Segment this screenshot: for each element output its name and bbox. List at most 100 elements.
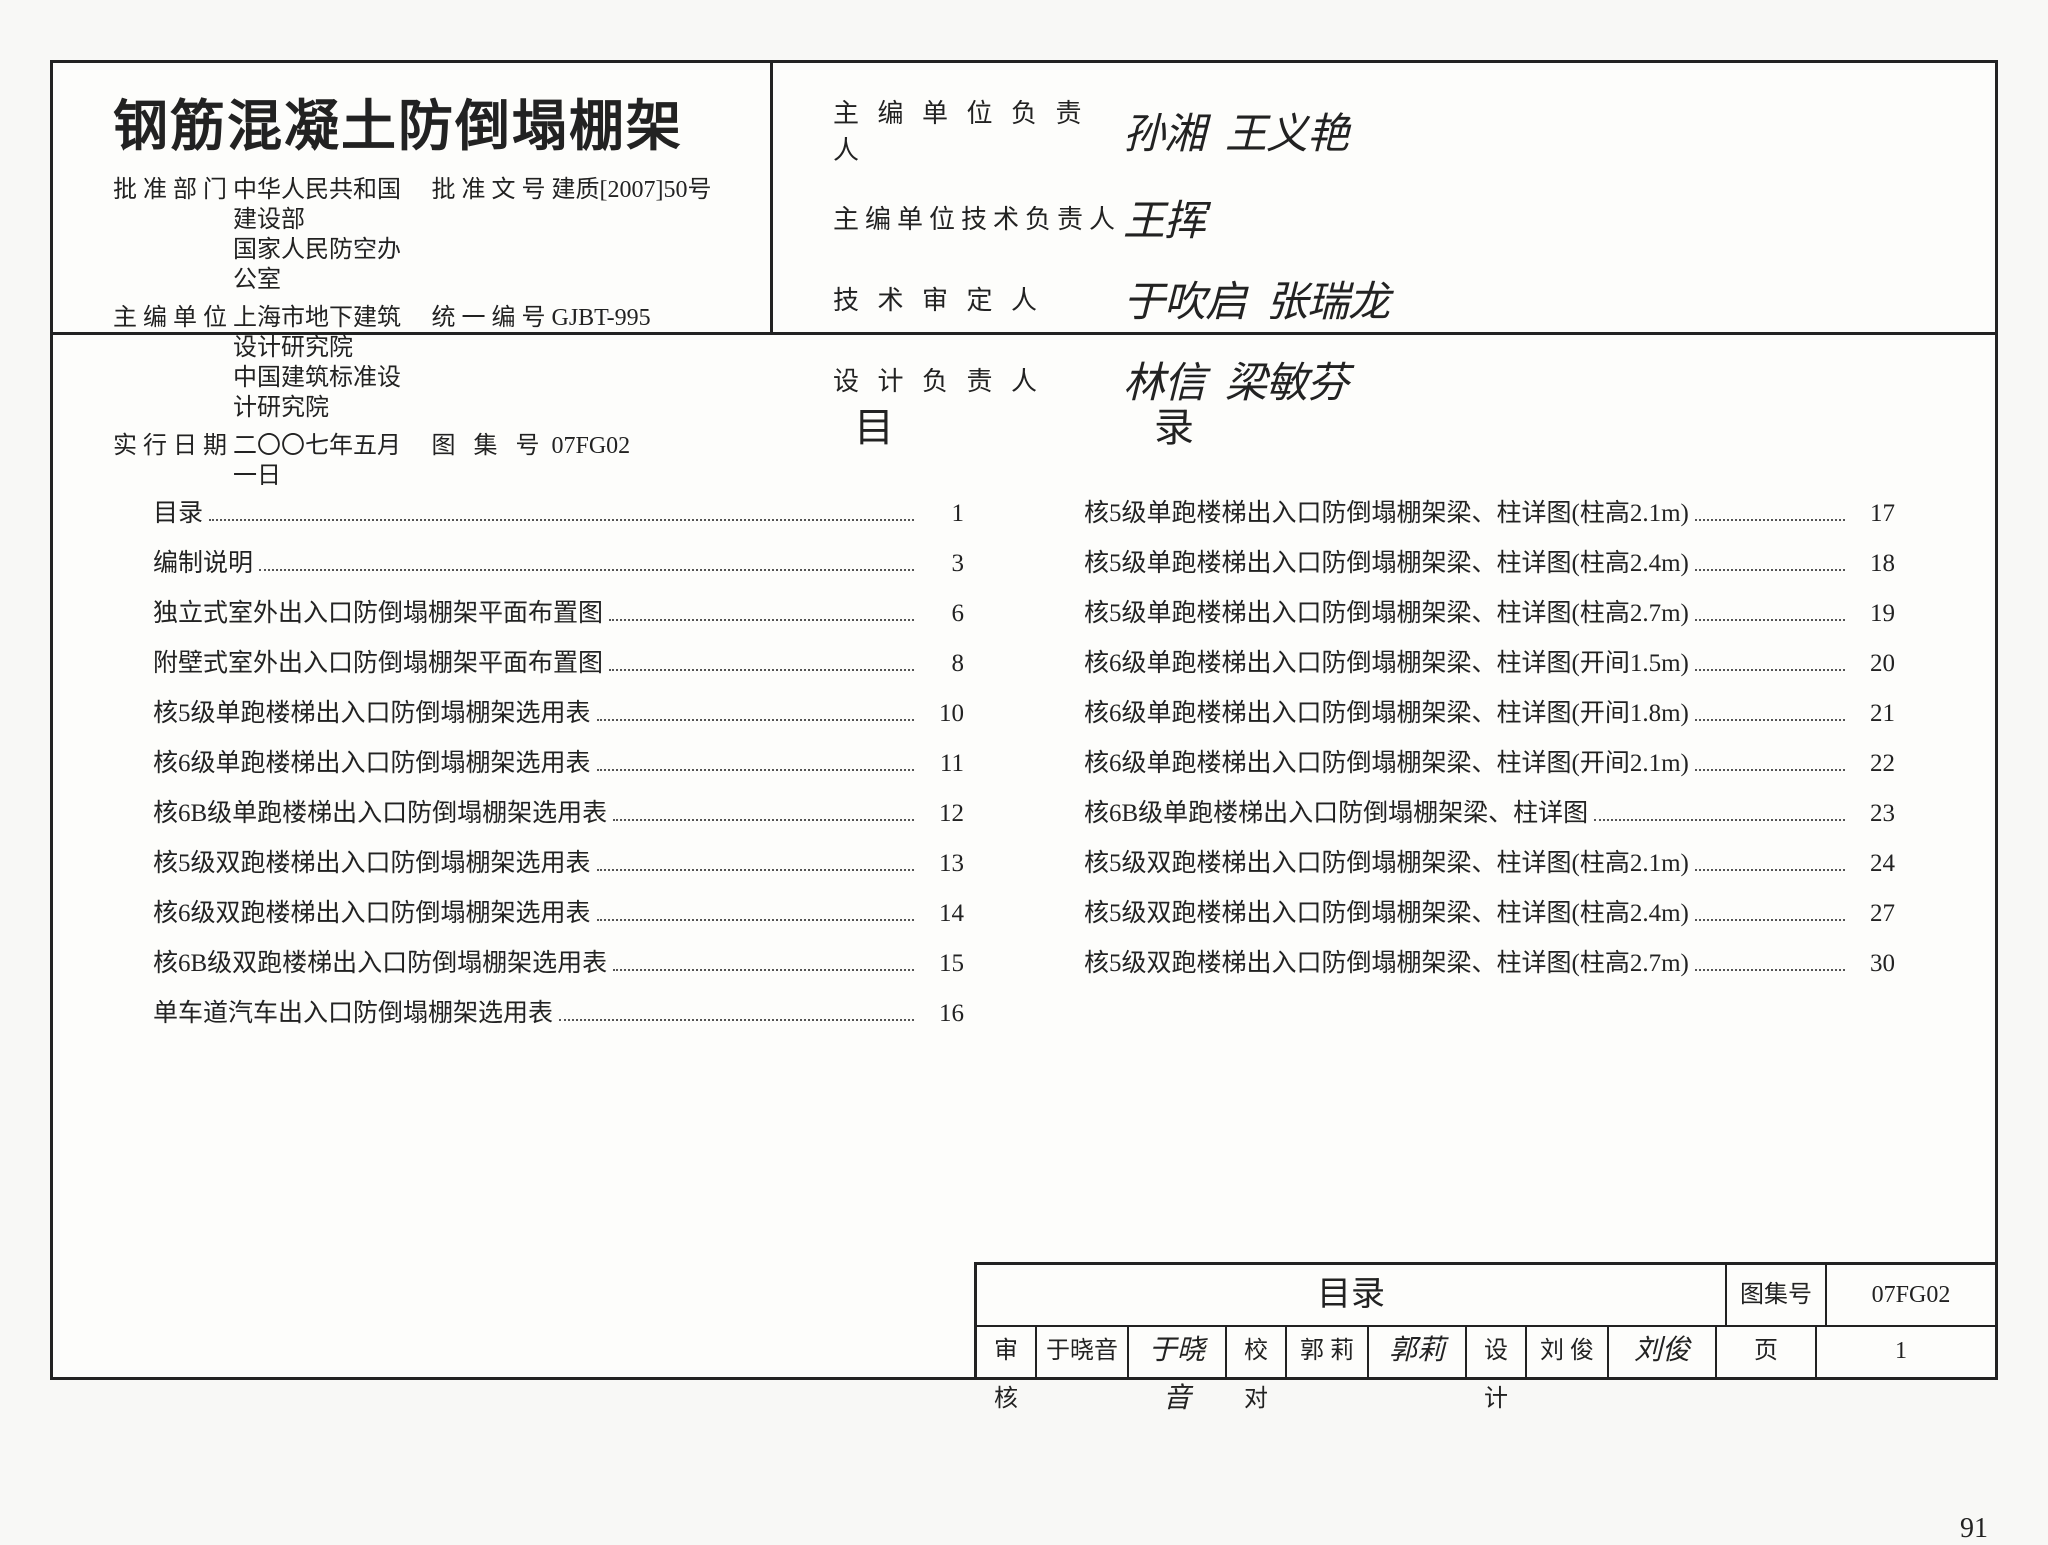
toc-item-page: 12	[920, 800, 964, 828]
toc-item: 核6级单跑楼梯出入口防倒塌棚架梁、柱详图(开间1.5m) 20	[1084, 643, 1895, 679]
signature-label: 技 术 审 定 人	[833, 280, 1123, 317]
toc-item: 核5级双跑楼梯出入口防倒塌棚架梁、柱详图(柱高2.7m)30	[1084, 943, 1895, 979]
toc-columns: 目录 1 编制说明3 独立式室外出入口防倒塌棚架平面布置图6 附壁式室外出入口防倒塌棚架…	[153, 493, 1895, 1043]
header-left: 钢筋混凝土防倒塌棚架 批准部门 中华人民共和国建设部 国家人民防空办公室 批准文…	[53, 63, 773, 332]
toc-item: 核6B级单跑楼梯出入口防倒塌棚架梁、柱详图23	[1084, 793, 1895, 829]
toc-column-left: 目录 1 编制说明3 独立式室外出入口防倒塌棚架平面布置图6 附壁式室外出入口防倒塌棚架…	[153, 493, 964, 1043]
toc-item-page: 27	[1851, 900, 1895, 928]
toc-item-page: 17	[1851, 500, 1895, 528]
toc-item-text: 核6B级双跑楼梯出入口防倒塌棚架选用表	[153, 943, 607, 979]
toc-leader	[613, 969, 914, 971]
toc-leader	[209, 519, 914, 521]
toc-column-right: 核5级单跑楼梯出入口防倒塌棚架梁、柱详图(柱高2.1m)17核5级单跑楼梯出入口…	[1084, 493, 1895, 1043]
toc-item-text: 核5级单跑楼梯出入口防倒塌棚架梁、柱详图(柱高2.4m)	[1084, 543, 1689, 579]
toc-title: 目录	[153, 395, 1895, 453]
signature: 王义艳	[1225, 100, 1348, 161]
toc-item-page: 1	[920, 500, 964, 528]
toc-item: 目录 1	[153, 493, 964, 529]
info-label: 批准部门	[113, 175, 233, 295]
toc-leader	[597, 719, 914, 721]
header-signatures: 主 编 单 位 负 责 人 孙湘 王义艳 主编单位技术负责人 王挥 技 术 审 …	[773, 63, 1995, 332]
design-signature: 刘俊	[1609, 1327, 1717, 1377]
toc-item: 核5级双跑楼梯出入口防倒塌棚架梁、柱详图(柱高2.1m)24	[1084, 843, 1895, 879]
toc-item: 核6级单跑楼梯出入口防倒塌棚架选用表 11	[153, 743, 964, 779]
toc-item: 核6B级单跑楼梯出入口防倒塌棚架选用表 12	[153, 793, 964, 829]
toc-leader	[1695, 919, 1845, 921]
toc-leader	[609, 669, 914, 671]
page-label: 页	[1717, 1327, 1817, 1377]
toc-item-text: 独立式室外出入口防倒塌棚架平面布置图	[153, 593, 603, 629]
toc-leader	[1695, 769, 1845, 771]
toc-item-text: 核5级单跑楼梯出入口防倒塌棚架梁、柱详图(柱高2.1m)	[1084, 493, 1689, 529]
toc-item-page: 11	[920, 750, 964, 778]
toc-item-text: 核6级单跑楼梯出入口防倒塌棚架梁、柱详图(开间1.8m)	[1084, 693, 1689, 729]
toc-item-text: 附壁式室外出入口防倒塌棚架平面布置图	[153, 643, 603, 679]
toc-item-text: 核5级双跑楼梯出入口防倒塌棚架梁、柱详图(柱高2.1m)	[1084, 843, 1689, 879]
toc-item: 核5级单跑楼梯出入口防倒塌棚架梁、柱详图(柱高2.1m) 17	[1084, 493, 1895, 529]
toc-item-text: 核6B级单跑楼梯出入口防倒塌棚架梁、柱详图	[1084, 793, 1588, 829]
toc-item-text: 核5级双跑楼梯出入口防倒塌棚架梁、柱详图(柱高2.4m)	[1084, 893, 1689, 929]
toc-item: 核6级单跑楼梯出入口防倒塌棚架梁、柱详图(开间1.8m)21	[1084, 693, 1895, 729]
toc-leader	[1695, 969, 1845, 971]
toc-item: 编制说明3	[153, 543, 964, 579]
title-block-bottom: 审核 于晓音 于晓音 校对 郭 莉 郭莉 设计 刘 俊 刘俊 页 1	[977, 1327, 1995, 1377]
toc-item: 核6级单跑楼梯出入口防倒塌棚架梁、柱详图(开间2.1m)22	[1084, 743, 1895, 779]
toc-item-page: 20	[1851, 650, 1895, 678]
toc-item-text: 核5级双跑楼梯出入口防倒塌棚架选用表	[153, 843, 591, 879]
header: 钢筋混凝土防倒塌棚架 批准部门 中华人民共和国建设部 国家人民防空办公室 批准文…	[53, 63, 1995, 335]
design-label: 设计	[1467, 1327, 1527, 1377]
page-value: 1	[1817, 1327, 1985, 1377]
toc-item-text: 核6级双跑楼梯出入口防倒塌棚架选用表	[153, 893, 591, 929]
info-value: 中华人民共和国建设部 国家人民防空办公室	[233, 175, 432, 295]
signature-row: 主编单位技术负责人 王挥	[833, 187, 1955, 248]
toc-item: 核5级单跑楼梯出入口防倒塌棚架梁、柱详图(柱高2.7m)19	[1084, 593, 1895, 629]
review-name: 于晓音	[1037, 1327, 1129, 1377]
check-label: 校对	[1227, 1327, 1287, 1377]
toc-item-page: 13	[920, 850, 964, 878]
toc-leader	[1695, 669, 1845, 671]
document-title: 钢筋混凝土防倒塌棚架	[113, 81, 730, 161]
toc-leader	[559, 1019, 914, 1021]
review-signature: 于晓音	[1129, 1327, 1227, 1377]
set-number-label: 图集号	[1727, 1265, 1827, 1325]
review-label: 审核	[977, 1327, 1037, 1377]
design-name: 刘 俊	[1527, 1327, 1609, 1377]
toc-item-text: 核5级双跑楼梯出入口防倒塌棚架梁、柱详图(柱高2.7m)	[1084, 943, 1689, 979]
toc-item-page: 22	[1851, 750, 1895, 778]
toc-leader	[1695, 519, 1845, 521]
toc-leader	[597, 769, 914, 771]
toc-leader	[1695, 869, 1845, 871]
info-row: 批准部门 中华人民共和国建设部 国家人民防空办公室 批准文号 建质[2007]5…	[113, 175, 730, 295]
signature: 张瑞龙	[1266, 268, 1389, 329]
signature: 王挥	[1123, 187, 1205, 248]
toc-item-page: 8	[920, 650, 964, 678]
toc-leader	[259, 569, 914, 571]
toc-item-text: 单车道汽车出入口防倒塌棚架选用表	[153, 993, 553, 1029]
signature-row: 主 编 单 位 负 责 人 孙湘 王义艳	[833, 93, 1955, 167]
title-block-top: 目录 图集号 07FG02	[977, 1265, 1995, 1327]
toc-item-page: 15	[920, 950, 964, 978]
toc-item: 核6级双跑楼梯出入口防倒塌棚架选用表14	[153, 893, 964, 929]
signature-row: 技 术 审 定 人 于吹启 张瑞龙	[833, 268, 1955, 329]
toc-leader	[609, 619, 914, 621]
toc-item-page: 18	[1851, 550, 1895, 578]
signature: 孙湘	[1123, 100, 1205, 161]
toc-item: 核5级双跑楼梯出入口防倒塌棚架选用表 13	[153, 843, 964, 879]
toc-item-text: 核6级单跑楼梯出入口防倒塌棚架选用表	[153, 743, 591, 779]
toc-item-text: 核6级单跑楼梯出入口防倒塌棚架梁、柱详图(开间1.5m)	[1084, 643, 1689, 679]
toc-item-page: 10	[920, 700, 964, 728]
toc-item-text: 编制说明	[153, 543, 253, 579]
body: 目录 目录 1 编制说明3 独立式室外出入口防倒塌棚架平面布置图6 附壁式室外出入口防倒…	[53, 335, 1995, 1053]
toc-item-text: 目录	[153, 493, 203, 529]
sheet-title: 目录	[977, 1265, 1727, 1325]
info-value: 建质[2007]50号	[552, 175, 731, 295]
toc-item-text: 核6B级单跑楼梯出入口防倒塌棚架选用表	[153, 793, 607, 829]
toc-leader	[1695, 719, 1845, 721]
toc-item: 核5级双跑楼梯出入口防倒塌棚架梁、柱详图(柱高2.4m) 27	[1084, 893, 1895, 929]
toc-item-text: 核5级单跑楼梯出入口防倒塌棚架选用表	[153, 693, 591, 729]
toc-leader	[1695, 619, 1845, 621]
toc-item-text: 核5级单跑楼梯出入口防倒塌棚架梁、柱详图(柱高2.7m)	[1084, 593, 1689, 629]
title-block: 目录 图集号 07FG02 审核 于晓音 于晓音 校对 郭 莉 郭莉 设计 刘 …	[974, 1262, 1998, 1380]
page-number: 91	[1960, 1513, 1988, 1545]
toc-item: 独立式室外出入口防倒塌棚架平面布置图6	[153, 593, 964, 629]
